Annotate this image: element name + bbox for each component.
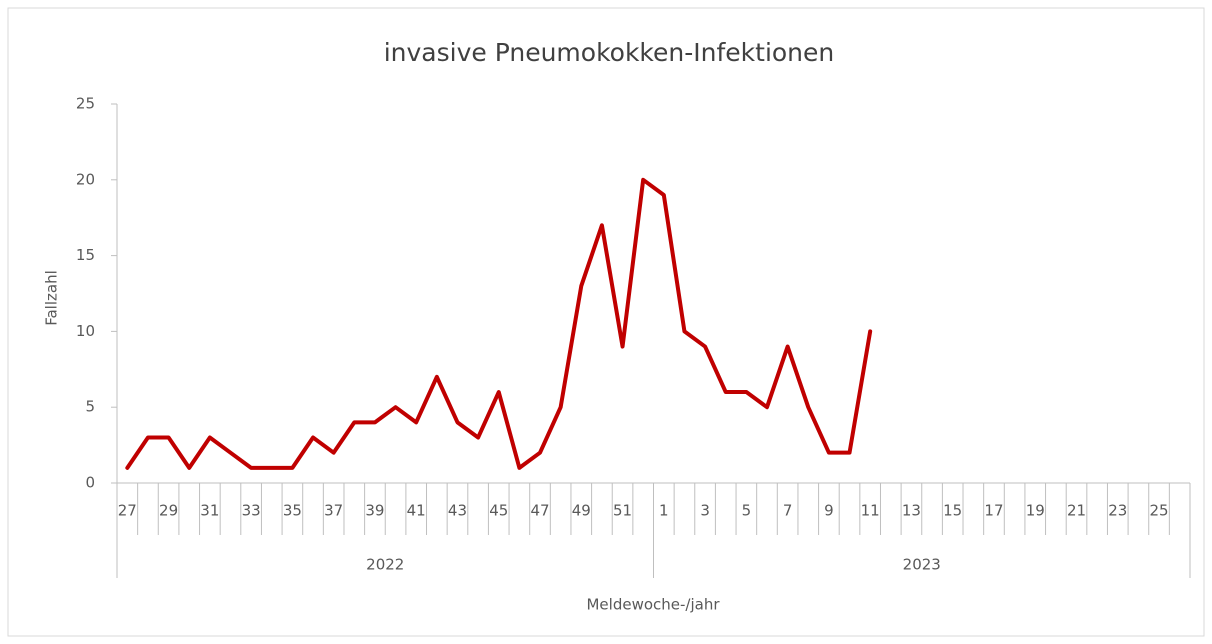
x-tick-label: 25 (1150, 502, 1169, 520)
x-axis-label: Meldewoche-/jahr (586, 596, 720, 614)
chart-title: invasive Pneumokokken-Infektionen (384, 38, 835, 67)
data-line (125, 177, 873, 470)
x-tick-label: 3 (700, 502, 710, 520)
y-tick-label: 15 (76, 246, 95, 264)
y-axis-label: Fallzahl (43, 270, 61, 326)
y-tick-label: 10 (76, 322, 95, 340)
y-tick-label: 0 (85, 474, 95, 492)
x-tick-label: 35 (283, 502, 302, 520)
x-tick-label: 51 (613, 502, 632, 520)
group-label: 2022 (366, 556, 404, 574)
x-tick-label: 49 (572, 502, 591, 520)
x-tick-label: 39 (365, 502, 384, 520)
y-tick-label: 5 (85, 398, 95, 416)
x-tick-label: 29 (159, 502, 178, 520)
group-label: 2023 (903, 556, 941, 574)
x-tick-label: 33 (242, 502, 261, 520)
x-tick-label: 43 (448, 502, 467, 520)
y-tick-label: 20 (76, 170, 95, 188)
y-tick-label: 25 (76, 95, 95, 113)
x-tick-label: 19 (1026, 502, 1045, 520)
x-tick-label: 1 (659, 502, 669, 520)
x-tick-label: 37 (324, 502, 343, 520)
x-tick-label: 27 (118, 502, 137, 520)
x-tick-label: 11 (861, 502, 880, 520)
x-tick-label: 13 (902, 502, 921, 520)
x-tick-label: 17 (984, 502, 1003, 520)
x-tick-label: 15 (943, 502, 962, 520)
x-tick-label: 21 (1067, 502, 1086, 520)
x-tick-label: 31 (200, 502, 219, 520)
x-tick-label: 45 (489, 502, 508, 520)
x-tick-label: 47 (530, 502, 549, 520)
x-tick-label: 9 (824, 502, 834, 520)
chart-frame (7, 7, 1205, 637)
x-tick-label: 7 (783, 502, 793, 520)
x-tick-label: 5 (742, 502, 752, 520)
x-tick-label: 41 (407, 502, 426, 520)
x-tick-label: 23 (1108, 502, 1127, 520)
